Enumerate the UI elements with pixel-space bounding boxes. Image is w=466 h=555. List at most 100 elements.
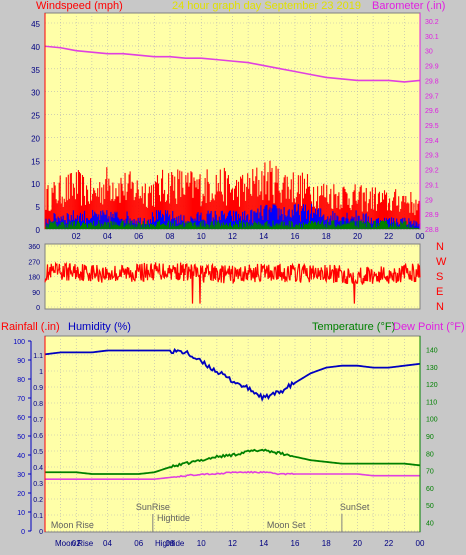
x-tick-label: 10 xyxy=(197,232,206,241)
humidity-tick-label: 100 xyxy=(13,339,25,346)
wind-panel-axes: 0 5 10 15 20 25 30 35 40 45 28.8 28.9 29 29.1 29.2 29.3… xyxy=(31,13,439,241)
rain-tick-label: 0.1 xyxy=(33,513,43,520)
x-tick-label: 00 xyxy=(416,539,425,548)
barometer-tick-label: 29.4 xyxy=(425,138,439,145)
x-tick-label: 00 xyxy=(416,232,425,241)
barometer-tick-label: 28.8 xyxy=(425,227,439,234)
wind-tick-label: 0 xyxy=(36,226,41,235)
rain-tick-label: 0.7 xyxy=(33,417,43,424)
humidity-tick-label: 90 xyxy=(17,358,25,365)
humidity-tick-label: 0 xyxy=(21,529,25,536)
wind-tick-label: 10 xyxy=(31,180,40,189)
rain-axis-title: Rainfall (.in) xyxy=(1,321,60,333)
rain-tick-label: 0.2 xyxy=(33,497,43,504)
rain-tick-label: 0.4 xyxy=(33,465,43,472)
temperature-axis-title: Temperature (°F) xyxy=(312,321,395,333)
dewpoint-axis-title: Dew Point (°F) xyxy=(393,321,465,333)
wind-tick-label: 35 xyxy=(31,66,40,75)
barometer-tick-label: 29.2 xyxy=(425,168,439,175)
temp-panel-axes: 010203040506070809010000.10.20.30.40.50.… xyxy=(13,336,438,548)
x-tick-label: 02 xyxy=(72,232,81,241)
x-tick-label: 10 xyxy=(197,539,206,548)
x-tick-label: 06 xyxy=(134,539,143,548)
temp-panel-grid xyxy=(45,336,420,532)
x-tick-label: 22 xyxy=(384,232,393,241)
wind-tick-label: 20 xyxy=(31,134,40,143)
barometer-tick-label: 29.1 xyxy=(425,182,439,189)
temp-panel-bg xyxy=(44,335,421,533)
humidity-tick-label: 80 xyxy=(17,377,25,384)
compass-label: N xyxy=(436,301,444,313)
barometer-line xyxy=(44,45,421,83)
humidity-tick-label: 50 xyxy=(17,434,25,441)
humidity-tick-label: 20 xyxy=(17,491,25,498)
x-tick-label: 20 xyxy=(353,232,362,241)
humidity-tick-label: 40 xyxy=(17,453,25,460)
compass-label: E xyxy=(436,286,443,298)
graph-title: 24 hour graph day September 23 2019 xyxy=(172,0,361,12)
wind-tick-label: 5 xyxy=(36,203,41,212)
wind-panel-series xyxy=(44,45,421,229)
x-tick-label: 18 xyxy=(322,232,331,241)
temperature-tick-label: 90 xyxy=(426,434,434,441)
wind-tick-label: 15 xyxy=(31,157,40,166)
rain-tick-label: 0.9 xyxy=(33,385,43,392)
rain-tick-label: 1 xyxy=(39,369,43,376)
wind-tick-label: 25 xyxy=(31,112,40,121)
barometer-axis-title: Barometer (.in) xyxy=(372,0,445,12)
x-tick-label: 16 xyxy=(291,232,300,241)
barometer-tick-label: 29.3 xyxy=(425,153,439,160)
humidity-tick-label: 60 xyxy=(17,415,25,422)
humidity-tick-label: 10 xyxy=(17,510,25,517)
x-tick-label: 04 xyxy=(103,539,112,548)
x-tick-label: 08 xyxy=(166,539,175,548)
barometer-tick-label: 29.7 xyxy=(425,93,439,100)
humidity-tick-label: 70 xyxy=(17,396,25,403)
temperature-tick-label: 40 xyxy=(426,520,434,527)
x-tick-label: 22 xyxy=(384,539,393,548)
x-tick-label: 12 xyxy=(228,232,237,241)
wind-tick-label: 30 xyxy=(31,89,40,98)
x-tick-label: 18 xyxy=(322,539,331,548)
direction-tick-label: 0 xyxy=(36,305,40,312)
temperature-tick-label: 80 xyxy=(426,451,434,458)
rain-tick-label: 0.5 xyxy=(33,449,43,456)
x-tick-label: 04 xyxy=(103,232,112,241)
temp-panel-series xyxy=(44,347,421,480)
rain-tick-label: 0.6 xyxy=(33,433,43,440)
x-tick-label: 06 xyxy=(134,232,143,241)
wind-tick-label: 45 xyxy=(31,20,40,29)
direction-tick-label: 360 xyxy=(28,244,40,251)
humidity-line xyxy=(44,347,421,402)
dewpoint-line xyxy=(45,470,420,480)
wind-direction-line xyxy=(44,261,421,304)
barometer-tick-label: 30 xyxy=(425,49,433,56)
rain-tick-label: 0 xyxy=(39,529,43,536)
direction-tick-label: 180 xyxy=(28,275,40,282)
compass-label: W xyxy=(436,256,447,268)
humidity-tick-label: 30 xyxy=(17,472,25,479)
x-tick-label: 14 xyxy=(259,232,268,241)
x-tick-label: 08 xyxy=(166,232,175,241)
temperature-tick-label: 50 xyxy=(426,503,434,510)
moonset-label: Moon Set xyxy=(267,520,306,530)
bottom-hightide-label: Hightide xyxy=(155,539,185,548)
barometer-tick-label: 29.6 xyxy=(425,108,439,115)
temperature-tick-label: 140 xyxy=(426,348,438,355)
hightide-label: Hightide xyxy=(157,513,190,523)
barometer-tick-label: 29.8 xyxy=(425,78,439,85)
x-tick-label: 12 xyxy=(228,539,237,548)
direction-tick-label: 270 xyxy=(28,259,40,266)
temperature-tick-label: 120 xyxy=(426,382,438,389)
wind-tick-label: 40 xyxy=(31,43,40,52)
barometer-tick-label: 30.2 xyxy=(425,19,439,26)
x-tick-label: 20 xyxy=(353,539,362,548)
temperature-tick-label: 130 xyxy=(426,365,438,372)
x-tick-label: 14 xyxy=(259,539,268,548)
barometer-tick-label: 29.5 xyxy=(425,123,439,130)
rain-tick-label: 0.3 xyxy=(33,481,43,488)
x-tick-label: 16 xyxy=(291,539,300,548)
